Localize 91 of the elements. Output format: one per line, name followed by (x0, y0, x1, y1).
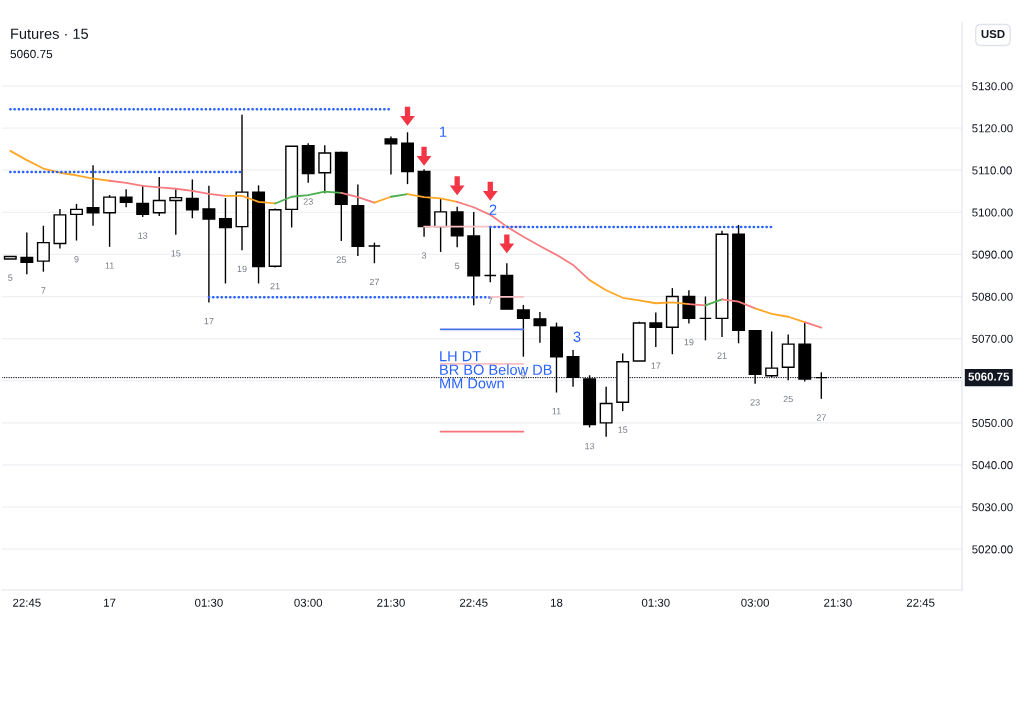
line-series (108, 179, 227, 197)
text: 5 (8, 274, 13, 281)
text: 17 (204, 317, 214, 325)
x-tick-label: 21:30 (824, 598, 852, 607)
candlestick (185, 178, 199, 219)
candlestick (599, 385, 613, 438)
candlestick (20, 231, 34, 275)
candlestick (483, 226, 497, 283)
text: 13 (138, 232, 148, 239)
candlestick (69, 203, 83, 242)
text: 11 (552, 408, 561, 415)
y-tick-label: 5040.00 (972, 461, 1013, 470)
y-tick-label: 5020.00 (972, 545, 1013, 554)
text: 11 (105, 262, 114, 269)
text: 5 (455, 262, 460, 270)
x-tick-label: 22:45 (13, 598, 41, 607)
x-tick-label: 03:00 (294, 598, 323, 607)
chart-title: Futures · 15 (11, 28, 89, 39)
text: 21 (717, 352, 727, 359)
point (482, 181, 498, 201)
candlestick (152, 176, 166, 217)
text: 15 (618, 426, 628, 433)
candlestick (119, 188, 133, 208)
line-series (406, 193, 459, 203)
y-tick-label: 5080.00 (972, 292, 1013, 301)
candlestick (218, 197, 232, 285)
text: 9 (74, 256, 79, 263)
text: 21 (270, 282, 280, 290)
candlestick (103, 194, 117, 248)
candlestick (86, 164, 100, 227)
candlestick (698, 295, 712, 342)
x-tick-label: 21:30 (377, 598, 405, 607)
candlestick (682, 289, 696, 325)
y-tick-label: 5120.00 (972, 124, 1013, 133)
text: 15 (171, 250, 181, 257)
text: 13 (585, 442, 595, 450)
line-series (456, 200, 591, 282)
text: 19 (237, 265, 247, 273)
x-tick-label: 22:45 (906, 598, 935, 607)
y-tick-label: 5130.00 (972, 82, 1013, 91)
text: 23 (750, 399, 760, 406)
text: 19 (684, 338, 694, 346)
x-tick-label: 01:30 (195, 598, 223, 607)
text: 25 (783, 395, 793, 403)
text: 7 (488, 297, 493, 304)
x-tick-label: 22:45 (459, 598, 488, 607)
candlestick (566, 349, 580, 388)
candlestick (765, 330, 779, 378)
candlestick (533, 311, 547, 344)
line-series (754, 307, 806, 324)
line-series (9, 149, 111, 182)
text: 27 (369, 278, 379, 286)
point (400, 106, 415, 126)
y-tick-label: 5100.00 (972, 208, 1013, 217)
candlestick (384, 135, 398, 176)
text: 27 (816, 414, 826, 421)
candlestick (649, 311, 663, 348)
y-tick-label: 5070.00 (972, 334, 1013, 343)
candlestick (814, 371, 828, 400)
candlestick (169, 188, 183, 236)
y-tick-label: 5030.00 (972, 503, 1013, 512)
text: 17 (651, 362, 661, 369)
candlestick (434, 197, 448, 253)
point (449, 176, 465, 196)
text: 5060.75 (10, 49, 53, 59)
x-tick-label: 01:30 (641, 598, 670, 607)
y-tick-label: 5090.00 (972, 250, 1013, 259)
candlestick (516, 304, 530, 358)
x-tick-label: 03:00 (741, 598, 769, 607)
y-axis-title: USD (981, 29, 1005, 39)
y-tick-label: 5050.00 (972, 418, 1013, 428)
point (416, 146, 432, 166)
x-tick-label: 17 (104, 598, 116, 607)
annotation: 1 (440, 126, 447, 137)
annotation: 3 (421, 252, 427, 259)
candlestick (202, 185, 216, 304)
line-series (274, 190, 343, 205)
annotation: 2 (489, 204, 497, 215)
text: 23 (303, 198, 313, 205)
candlestick (367, 241, 381, 264)
candlestick (36, 225, 50, 273)
text: 3 (573, 331, 581, 342)
y-tick-label: 5110.00 (972, 166, 1012, 175)
ref-line-label: 5060.75 (968, 372, 1010, 381)
candlestick (450, 206, 464, 248)
point (499, 234, 515, 254)
text: 7 (41, 287, 46, 294)
candlestick (136, 184, 150, 218)
text: 25 (336, 256, 346, 263)
x-tick-label: 18 (550, 598, 563, 607)
candlestick (781, 333, 795, 382)
